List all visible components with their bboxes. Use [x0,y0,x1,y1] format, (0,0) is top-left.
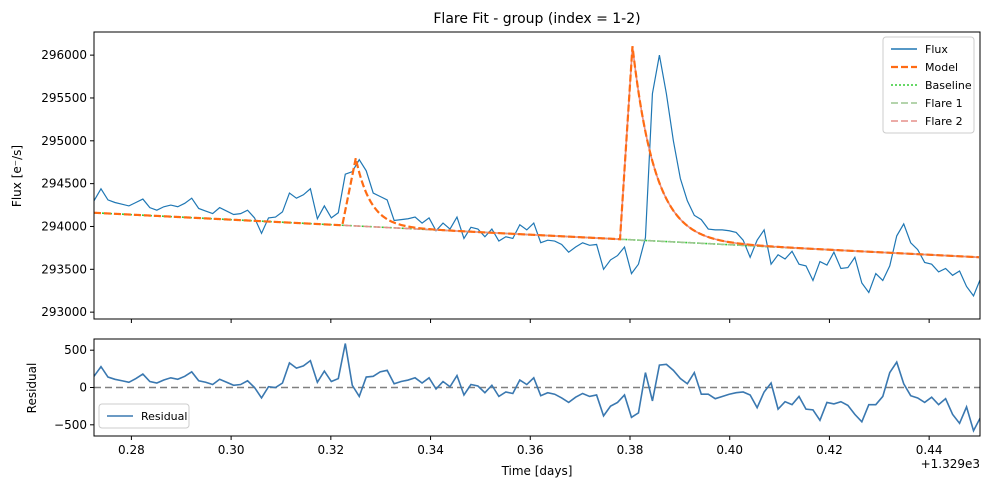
residual-y-tick-label: 500 [64,343,87,357]
flux-y-tick-label: 293000 [41,305,87,319]
chart-title: Flare Fit - group (index = 1-2) [433,11,640,27]
flux-panel-frame [93,31,981,320]
x-tick-label: 0.40 [716,443,743,457]
x-tick-label: 0.30 [218,443,245,457]
flux-y-tick-label: 294500 [41,177,87,191]
residual-line [94,343,980,433]
x-tick-label: 0.36 [517,443,544,457]
x-tick-label: 0.44 [916,443,943,457]
flare-2-line [94,46,980,259]
flux-panel: 293000 293500 294000 294500 295000 295500 2960… [10,31,981,323]
x-tick-label: 0.42 [816,443,843,457]
x-tick-label: 0.32 [317,443,344,457]
x-axis-label: Time [days] [501,464,573,478]
legend-label: Model [925,61,958,74]
residual-legend: Residual [98,403,190,429]
residual-y-tick-label: −500 [54,418,87,432]
flux-y-tick-label: 295000 [41,134,87,148]
x-tick-label: 0.38 [617,443,644,457]
flux-axis-label: Flux [e⁻/s] [10,145,24,207]
x-offset-label: +1.329e3 [921,457,980,471]
flux-line [94,55,980,298]
flux-y-tick-label: 296000 [41,48,87,62]
legend-label: Flux [925,43,948,56]
residual-axis-label: Residual [25,363,39,414]
residual-y-tick-label: 0 [79,381,87,395]
flux-y-tick-label: 293500 [41,262,87,276]
residual-legend-box [98,403,190,429]
flux-legend: Flux Model Baseline Flare 1 Flare 2 [882,36,975,134]
flux-y-tick-label: 294000 [41,219,87,233]
model-line [94,46,980,259]
legend-label: Flare 1 [925,97,963,110]
flare-1-line [94,158,980,259]
x-tick-label: 0.28 [118,443,145,457]
legend-label: Flare 2 [925,115,963,128]
legend-label: Residual [141,410,187,423]
x-tick-label: 0.34 [417,443,444,457]
residual-panel: 500 0 −500 0.28 0.30 0.32 0.34 0.36 0.38 0.40 0.4… [25,338,981,457]
flux-y-tick-label: 295500 [41,91,87,105]
legend-label: Baseline [925,79,972,92]
flux-legend-box [882,36,975,134]
